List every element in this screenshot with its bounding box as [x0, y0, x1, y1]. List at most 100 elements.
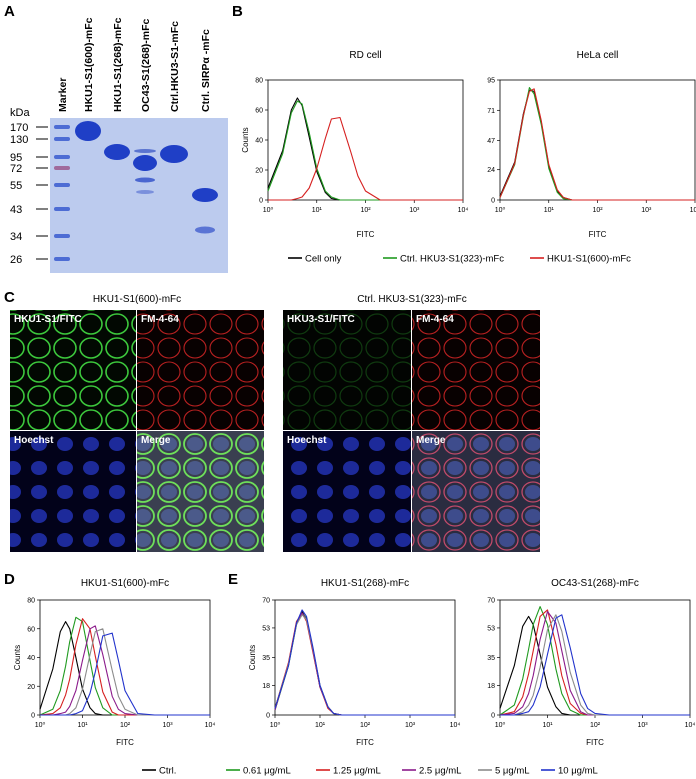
x-axis-label: FITC — [116, 738, 134, 747]
histogram-line — [500, 614, 690, 716]
chart-title: HKU1-S1(600)-mFc — [81, 578, 169, 589]
legend-label: 2.5 μg/mL — [419, 766, 461, 777]
histogram-line — [499, 606, 690, 716]
y-axis-label: Counts — [13, 645, 22, 670]
y-tick-label: 18 — [487, 683, 495, 690]
y-tick-label: 20 — [27, 684, 35, 691]
chart-title: HKU1-S1(268)-mFc — [321, 578, 409, 589]
x-tick-label: 10² — [120, 722, 131, 729]
histogram-line — [274, 612, 455, 716]
image-label: Hoechst — [14, 435, 54, 446]
histogram-line — [500, 614, 690, 716]
x-tick-label: 10³ — [405, 722, 416, 729]
marker-weight: 170 — [10, 122, 28, 134]
x-axis-label: FITC — [589, 230, 607, 239]
histogram-line — [40, 625, 210, 716]
y-tick-label: 0 — [266, 713, 270, 720]
histogram-line — [499, 610, 690, 716]
gel-unit: kDa — [10, 107, 30, 119]
panel-label: E — [228, 571, 238, 588]
x-axis-label: FITC — [357, 230, 375, 239]
x-tick-label: 10⁴ — [685, 722, 696, 729]
y-tick-label: 47 — [487, 138, 495, 145]
panel-label: C — [4, 289, 15, 306]
image-title: Ctrl. HKU3-S1(323)-mFc — [357, 294, 466, 305]
x-axis-label: FITC — [356, 738, 374, 747]
protein-bands — [75, 121, 218, 234]
x-tick-label: 10⁰ — [495, 206, 506, 214]
y-tick-label: 18 — [262, 683, 270, 690]
y-tick-label: 0 — [491, 713, 495, 720]
lane-label: OC43-S1(268)-mFc — [140, 18, 152, 112]
x-tick-label: 10⁰ — [270, 721, 281, 729]
y-tick-label: 0 — [31, 713, 35, 720]
x-axis-label: FITC — [586, 738, 604, 747]
image-label: HKU1-S1/FITC — [14, 314, 82, 325]
image-merge — [137, 431, 264, 552]
image-fitc — [10, 310, 136, 430]
marker-weight: 34 — [10, 231, 22, 243]
chart-title: HeLa cell — [577, 50, 619, 61]
legend-label: 5 μg/mL — [495, 766, 530, 777]
y-tick-label: 35 — [262, 655, 270, 662]
y-tick-label: 40 — [255, 138, 263, 145]
legend-label: 1.25 μg/mL — [333, 766, 381, 777]
image-label: FM-4-64 — [416, 314, 454, 325]
y-tick-label: 53 — [487, 625, 495, 632]
lane-label: Marker — [57, 78, 69, 112]
y-axis-label: Counts — [241, 127, 250, 152]
panel-label: A — [4, 3, 15, 20]
legend-label: 0.61 μg/mL — [243, 766, 291, 777]
image-title: HKU1-S1(600)-mFc — [93, 294, 181, 305]
marker-weight: 55 — [10, 180, 22, 192]
legend-label: Cell only — [305, 254, 342, 265]
chart-title: RD cell — [349, 50, 381, 61]
chart-title: OC43-S1(268)-mFc — [551, 578, 639, 589]
image-fitc — [283, 310, 411, 430]
image-label: Hoechst — [287, 435, 327, 446]
x-tick-label: 10⁴ — [690, 207, 696, 214]
plot-frame — [274, 599, 456, 716]
x-tick-label: 10² — [360, 722, 371, 729]
histogram-line — [499, 87, 695, 201]
y-tick-label: 60 — [255, 108, 263, 115]
marker-weight: 72 — [10, 163, 22, 175]
marker-weight: 43 — [10, 204, 22, 216]
marker-weight: 130 — [10, 134, 28, 146]
y-tick-label: 24 — [487, 167, 495, 174]
y-tick-label: 35 — [487, 655, 495, 662]
x-tick-label: 10¹ — [544, 207, 555, 214]
x-tick-label: 10¹ — [542, 722, 553, 729]
x-tick-label: 10⁴ — [205, 722, 216, 729]
histogram-line — [40, 632, 210, 716]
x-tick-label: 10² — [360, 207, 371, 214]
panel-label: B — [232, 3, 243, 20]
histogram-line — [274, 614, 455, 716]
histogram-line — [267, 97, 463, 201]
lane-label: Ctrl. SIRPα -mFc — [200, 29, 212, 112]
x-tick-label: 10¹ — [312, 207, 323, 214]
marker-bands — [54, 125, 70, 261]
plot-frame — [499, 79, 696, 201]
x-tick-label: 10⁴ — [458, 207, 469, 214]
histogram-line — [499, 89, 695, 201]
lane-label: HKU1-S1(600)-mFc — [83, 17, 95, 112]
y-tick-label: 80 — [255, 78, 263, 85]
image-fm — [137, 310, 264, 430]
legend-label: Ctrl. — [159, 766, 176, 777]
image-label: Merge — [141, 435, 171, 446]
y-tick-label: 53 — [262, 625, 270, 632]
image-fm — [412, 310, 540, 430]
histogram-line — [499, 615, 690, 716]
x-tick-label: 10² — [590, 722, 601, 729]
x-tick-label: 10⁰ — [35, 721, 46, 729]
x-tick-label: 10⁰ — [263, 206, 274, 214]
histogram-line — [274, 612, 455, 716]
x-tick-label: 10⁴ — [450, 722, 461, 729]
x-tick-label: 10⁰ — [495, 721, 506, 729]
y-axis-label: Counts — [248, 645, 257, 670]
image-label: FM-4-64 — [141, 314, 179, 325]
histogram-line — [40, 628, 210, 716]
x-tick-label: 10¹ — [77, 722, 88, 729]
